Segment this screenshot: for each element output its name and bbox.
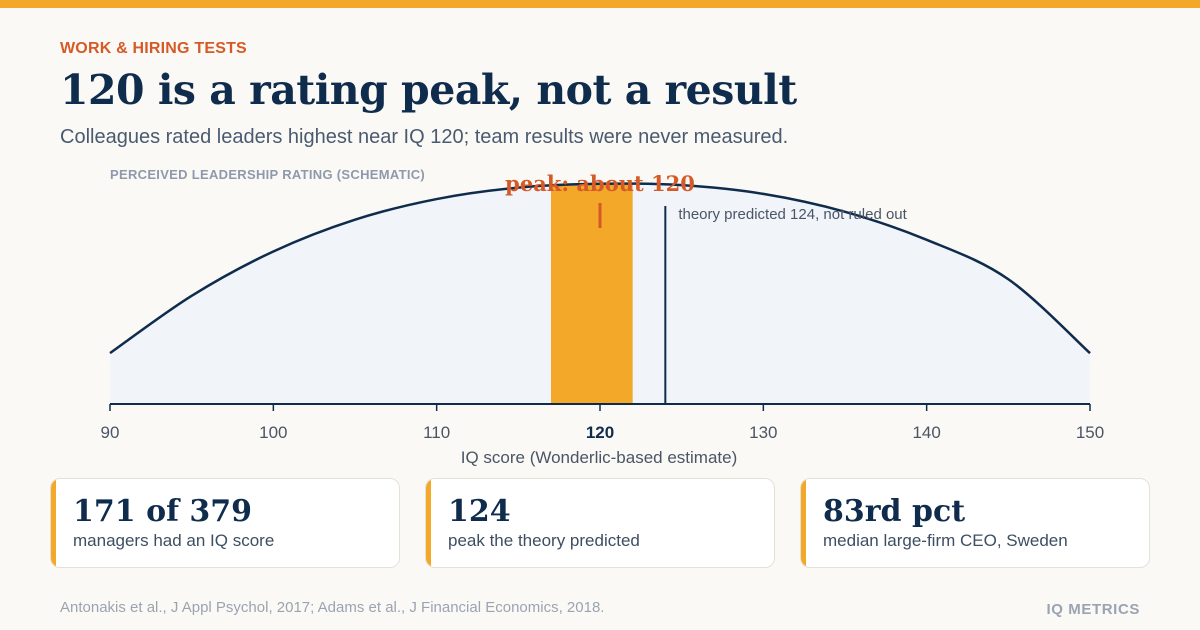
top-accent-bar	[0, 0, 1200, 8]
x-tick-label: 90	[101, 423, 120, 442]
stat-card-managers: 171 of 379 managers had an IQ score	[50, 478, 400, 568]
stat-label: peak the theory predicted	[448, 531, 640, 550]
eyebrow: WORK & HIRING TESTS	[60, 40, 247, 57]
stat-label: managers had an IQ score	[73, 531, 275, 550]
x-tick-label: 120	[586, 423, 614, 442]
x-tick-label: 140	[912, 423, 940, 442]
peak-band	[551, 183, 633, 404]
stat-card-theory-peak: 124 peak the theory predicted	[425, 478, 775, 568]
stat-label: median large-firm CEO, Sweden	[823, 531, 1068, 550]
card-accent	[426, 479, 431, 567]
card-accent	[51, 479, 56, 567]
stat-value: 83rd pct	[823, 494, 966, 529]
stat-cards: 171 of 379 managers had an IQ score 124 …	[50, 478, 1150, 568]
stat-value: 171 of 379	[73, 494, 253, 529]
brand-mark: IQ METRICS	[1046, 601, 1140, 618]
stat-value: 124	[448, 494, 511, 529]
x-tick-label: 150	[1076, 423, 1104, 442]
x-tick-label: 130	[749, 423, 777, 442]
stat-card-ceo: 83rd pct median large-firm CEO, Sweden	[800, 478, 1150, 568]
x-tick-label: 110	[423, 423, 450, 442]
page-title: 120 is a rating peak, not a result	[60, 66, 797, 114]
source-note: Antonakis et al., J Appl Psychol, 2017; …	[60, 599, 605, 616]
page-subtitle: Colleagues rated leaders highest near IQ…	[60, 126, 789, 148]
theory-label: theory predicted 124, not ruled out	[678, 206, 907, 223]
x-tick-label: 100	[259, 423, 287, 442]
x-axis-ticks: 90 100 110 120 130 140 150	[101, 404, 1104, 442]
peak-label: peak: about 120	[505, 171, 695, 196]
card-accent	[801, 479, 806, 567]
x-axis-label: IQ score (Wonderlic-based estimate)	[461, 448, 738, 467]
rating-curve	[109, 182, 1091, 355]
chart-panel-label: PERCEIVED LEADERSHIP RATING (SCHEMATIC)	[110, 167, 425, 182]
